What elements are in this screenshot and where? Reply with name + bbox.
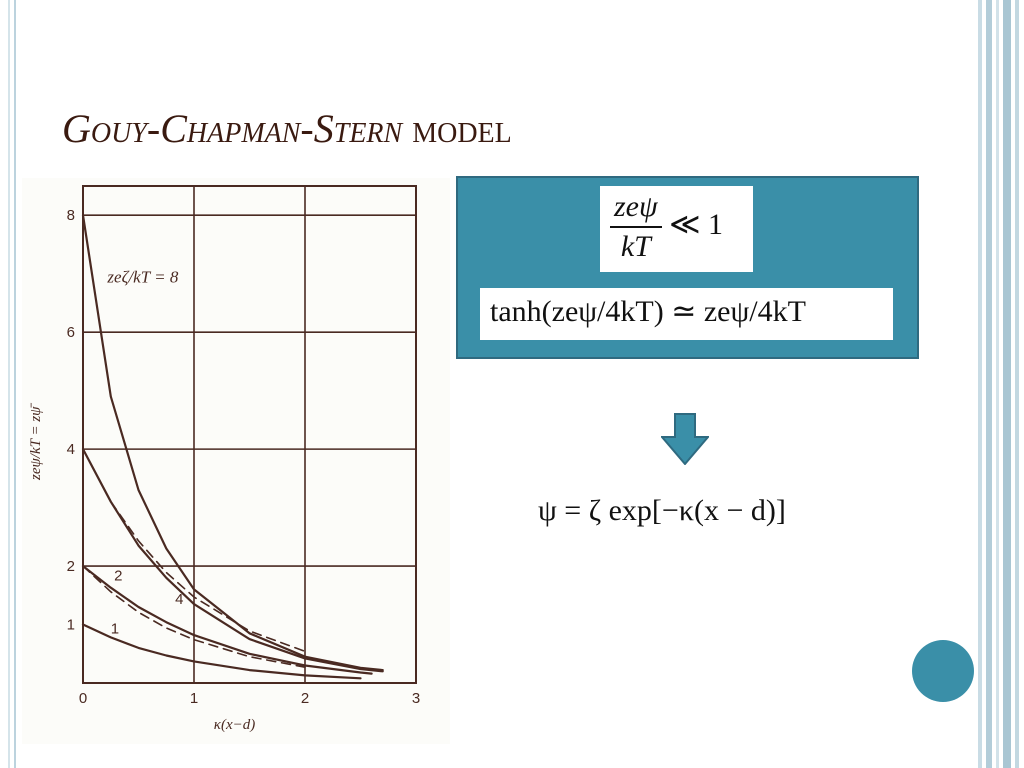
series-line [81,623,362,680]
y-tick-label: 6 [67,324,75,341]
potential-decay-plot: 0 1 2 3 1 2 4 6 8 κ(x−d) zeψ/kT = zψ̄ 2 4 1 zeζ/kT = 8 [22,178,450,744]
x-tick-label: 0 [79,690,87,707]
approximation-relation: ≃ [671,295,697,328]
y-axis-label: zeψ/kT = zψ̄ [28,403,44,481]
series-line [82,565,306,668]
y-tick-label: 8 [67,207,75,224]
x-tick-label: 2 [301,690,309,707]
curve-label: 4 [175,591,183,608]
series-line [81,448,384,673]
y-tick-label: 1 [67,617,75,634]
annotation-label: zeζ/kT = 8 [106,267,178,286]
y-tick-label: 2 [67,558,75,575]
circle-icon [912,640,974,702]
left-frame-border [0,0,16,768]
y-tick-label: 4 [67,441,75,458]
title-roman-part: model [402,106,512,151]
curve-label: 2 [114,568,122,585]
inequality-fraction: zeψ kT [610,190,662,264]
plot-frame [82,185,417,684]
x-axis-label: κ(x−d) [214,717,255,733]
series-line [81,565,373,675]
curve-label: 1 [111,620,119,637]
series-line [82,448,306,653]
inequality-numerator: zeψ [610,190,662,228]
approximation-rhs: zeψ/4kT [703,295,806,328]
slide-title: Gouy-Chapman-Stern model [62,105,512,152]
inequality-box: zeψ kT ≪ 1 [600,186,753,272]
plot-svg: 0 1 2 3 1 2 4 6 8 κ(x−d) zeψ/kT = zψ̄ 2 4 1 zeζ/kT = 8 [28,185,420,733]
inequality-relation: ≪ 1 [669,207,724,241]
down-arrow-icon [661,413,709,465]
approximation-lhs: tanh(zeψ/4kT) [490,295,664,328]
right-frame-stripes [978,0,1024,768]
result-equation: ψ = ζ exp[−κ(x − d)] [538,494,786,527]
x-tick-label: 1 [190,690,198,707]
title-italic-part: Gouy-Chapman-Stern [62,106,403,151]
x-tick-label: 3 [412,690,420,707]
inequality-denominator: kT [620,230,651,263]
approximation-box: tanh(zeψ/4kT) ≃ zeψ/4kT [480,288,893,340]
series-line [81,214,384,672]
